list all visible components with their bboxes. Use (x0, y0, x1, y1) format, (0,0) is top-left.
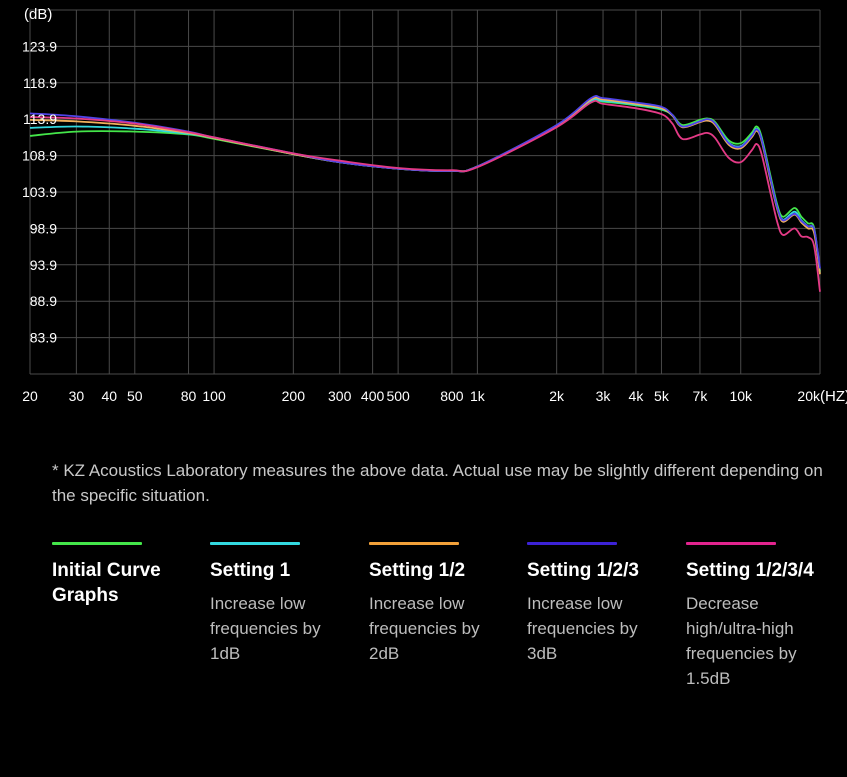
x-tick-label: 20 (22, 388, 38, 404)
legend-item-setting-1-2: Setting 1/2 Increase low frequencies by … (369, 542, 519, 666)
x-tick-label: 10k (729, 388, 753, 404)
x-tick-label: 3k (596, 388, 612, 404)
legend-desc-setting-1-2-3-4: Decrease high/ultra-high frequencies by … (686, 594, 797, 688)
legend-item-setting-1-2-3: Setting 1/2/3 Increase low frequencies b… (527, 542, 677, 666)
legend-name-initial: Initial Curve Graphs (52, 560, 161, 606)
x-tick-label: 2k (549, 388, 565, 404)
x-tick-label: 500 (386, 388, 410, 404)
y-tick-label: 113.9 (23, 111, 57, 127)
measurement-note: * KZ Acoustics Laboratory measures the a… (52, 461, 823, 505)
legend-name-setting-1-2-3: Setting 1/2/3 (527, 560, 639, 581)
x-tick-label: 80 (181, 388, 197, 404)
series-lines (29, 95, 821, 292)
legend-desc-setting-1-2: Increase low frequencies by 2dB (369, 594, 480, 663)
legend: Initial Curve Graphs Setting 1 Increase … (52, 542, 847, 742)
legend-name-setting-1-2: Setting 1/2 (369, 560, 466, 581)
x-tick-label: 30 (69, 388, 85, 404)
legend-item-setting-1-2-3-4: Setting 1/2/3/4 Decrease high/ultra-high… (686, 542, 836, 691)
legend-desc-setting-1: Increase low frequencies by 1dB (210, 594, 321, 663)
frequency-response-chart: 123.9 118.9 113.9 108.9 103.9 98.9 93.9 88.9 83.… (22, 6, 847, 405)
legend-name-setting-1-2-3-4: Setting 1/2/3/4 (686, 560, 814, 581)
series-line-4 (29, 100, 821, 292)
x-tick-label: 1k (470, 388, 486, 404)
legend-line-setting-1 (210, 542, 300, 545)
x-tick-label: 40 (101, 388, 117, 404)
x-tick-label: 300 (328, 388, 352, 404)
x-tick-labels: 20 30 40 50 80 100 200 300 400 500 800 1k 2k 3k 4k 5k 7k… (22, 388, 821, 404)
y-tick-labels: 123.9 118.9 113.9 108.9 103.9 98.9 93.9 88.9 83.… (22, 38, 57, 345)
y-tick-label: 98.9 (30, 220, 57, 236)
y-tick-label: 118.9 (23, 75, 57, 91)
legend-line-setting-1-2 (369, 542, 459, 545)
legend-line-setting-1-2-3 (527, 542, 617, 545)
y-tick-label: 93.9 (30, 257, 57, 273)
x-tick-label: 50 (127, 388, 143, 404)
x-tick-label: 100 (202, 388, 226, 404)
legend-line-setting-1-2-3-4 (686, 542, 776, 545)
legend-desc-setting-1-2-3: Increase low frequencies by 3dB (527, 594, 638, 663)
x-tick-label: 7k (693, 388, 709, 404)
x-tick-label: 4k (629, 388, 645, 404)
x-tick-label: 200 (282, 388, 306, 404)
legend-line-initial (52, 542, 142, 545)
y-tick-label: 103.9 (22, 184, 57, 200)
legend-item-initial: Initial Curve Graphs (52, 542, 202, 616)
y-tick-label: 123.9 (22, 38, 57, 54)
y-tick-label: 83.9 (30, 330, 57, 346)
x-tick-label: 5k (654, 388, 670, 404)
y-tick-label: 88.9 (30, 293, 57, 309)
y-tick-label: 108.9 (22, 148, 57, 164)
grid (29, 9, 821, 375)
x-tick-label: 800 (440, 388, 464, 404)
legend-item-setting-1: Setting 1 Increase low frequencies by 1d… (210, 542, 360, 666)
x-unit-label: (HZ) (820, 388, 847, 405)
x-tick-label: 20k (797, 388, 821, 404)
y-unit-label: (dB) (24, 6, 52, 23)
x-tick-label: 400 (361, 388, 385, 404)
legend-name-setting-1: Setting 1 (210, 560, 291, 581)
